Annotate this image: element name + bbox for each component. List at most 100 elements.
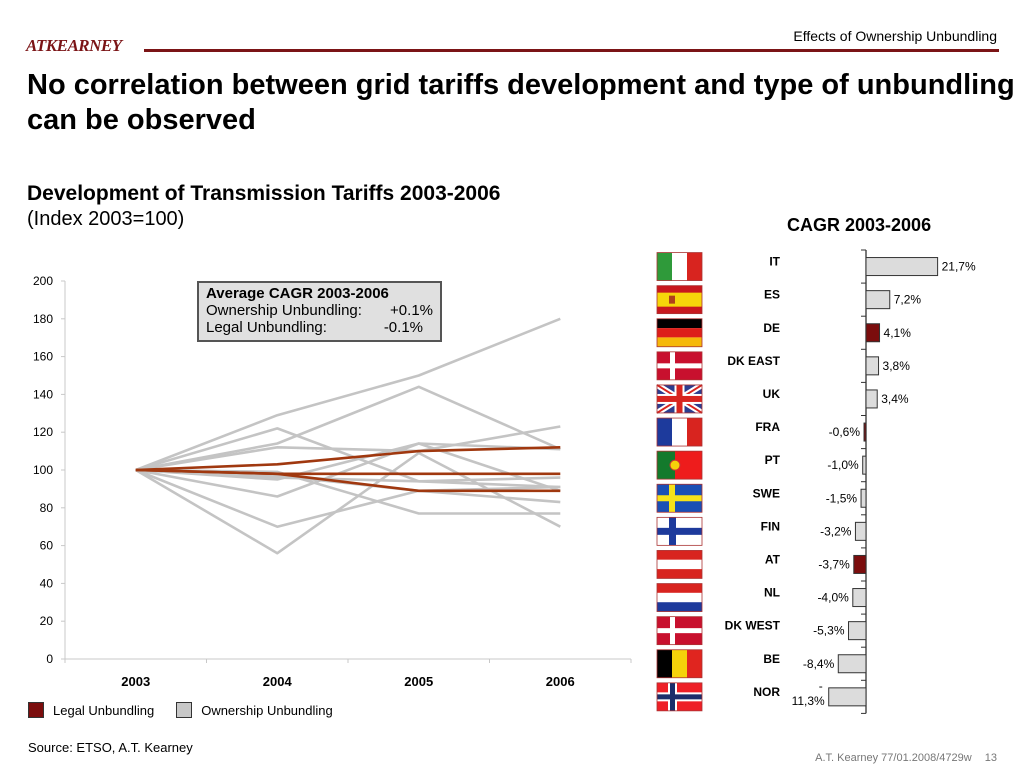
- cagr-bar: [853, 554, 867, 574]
- flag-part: [657, 252, 672, 281]
- flag-border: [656, 351, 703, 381]
- flag-part: [672, 418, 687, 447]
- country-label: IT: [769, 255, 780, 269]
- y-tick-label: 160: [33, 350, 53, 364]
- y-tick-label: 180: [33, 312, 53, 326]
- flag-border: [656, 682, 703, 712]
- flag-part: [657, 337, 702, 347]
- cagr-value-label: -1,0%: [827, 458, 859, 472]
- ownership-unbundling-line: [135, 425, 561, 472]
- cagr-value-label: -1,5%: [826, 491, 858, 505]
- cagr-value-label: -: [819, 679, 823, 693]
- page-number: 13: [984, 752, 997, 764]
- flag-part: [657, 602, 702, 612]
- cagr-bar: [865, 290, 891, 310]
- cagr-bar: [862, 455, 867, 475]
- cagr-bar: [865, 257, 939, 277]
- flag-border: [656, 384, 703, 414]
- flag-border: [656, 649, 703, 679]
- tariff-line-chart: 0 20 40 60 80 100 120 140 160 180 200 2003 2004 2005 2…: [33, 274, 632, 689]
- france-flag: [656, 417, 703, 447]
- callout-value: -0.1%: [383, 319, 423, 336]
- cagr-bar: [865, 356, 880, 376]
- cagr-value-label: 3,8%: [883, 359, 911, 373]
- y-tick-label: 80: [40, 501, 54, 515]
- cagr-value-label: -3,7%: [818, 557, 850, 571]
- callout-value: +0.1%: [390, 302, 433, 319]
- cagr-value-label: -0,6%: [829, 425, 861, 439]
- cagr-bar: [860, 488, 867, 508]
- flag-part: [657, 318, 702, 329]
- country-label: DE: [763, 321, 780, 335]
- denmark-flag: [656, 351, 703, 381]
- legal-unbundling-line: [135, 468, 561, 493]
- cagr-bar: [848, 621, 867, 641]
- finland-flag: [656, 516, 703, 546]
- line-chart-title: Development of Transmission Tariffs 2003…: [27, 182, 501, 205]
- cagr-value-label: 3,4%: [881, 392, 909, 406]
- flag-border: [656, 285, 703, 315]
- legend-swatch-ownership: [176, 702, 193, 718]
- country-label: BE: [763, 652, 780, 666]
- chart-legend: Legal Unbundling Ownership Unbundling: [28, 702, 333, 718]
- country-label: FRA: [755, 420, 780, 434]
- flag-part: [672, 252, 687, 281]
- x-tick-label: 2003: [121, 674, 150, 689]
- country-label: AT: [765, 552, 781, 566]
- spain-flag: [656, 285, 703, 315]
- flag-part: [687, 252, 702, 281]
- bar-chart-title: CAGR 2003-2006: [787, 215, 932, 235]
- flag-part: [672, 649, 687, 678]
- country-label: NOR: [753, 685, 780, 699]
- y-tick-label: 0: [46, 652, 53, 666]
- flag-border: [656, 550, 703, 579]
- uk-flag: [655, 382, 704, 416]
- callout-row-legal: Legal Unbundling: -0.1%: [206, 319, 433, 336]
- belgium-flag: [656, 649, 703, 679]
- flag-border: [656, 516, 703, 546]
- country-label: PT: [765, 453, 781, 467]
- y-tick-label: 100: [33, 463, 53, 477]
- denmark-flag: [656, 616, 703, 646]
- cagr-bar: [837, 654, 867, 674]
- legend-swatch-legal: [28, 702, 44, 718]
- x-tick-label: 2006: [546, 674, 575, 689]
- flag-border: [656, 616, 703, 646]
- germany-flag: [656, 318, 703, 348]
- country-label: UK: [763, 387, 781, 401]
- cagr-value-label: -8,4%: [803, 657, 835, 671]
- cagr-bar: [863, 422, 867, 442]
- footer: A.T. Kearney 77/01.2008/4729w 13: [805, 752, 997, 764]
- cagr-bar: [854, 521, 867, 541]
- ownership-unbundling-line: [135, 442, 561, 498]
- flag-part: [657, 451, 675, 480]
- cagr-value-label: -5,3%: [813, 624, 845, 638]
- header-rule: [144, 49, 999, 52]
- flag-part: [657, 583, 702, 593]
- flag-border: [656, 583, 703, 612]
- ownership-unbundling-line: [135, 427, 561, 489]
- flag-part: [657, 628, 702, 634]
- country-label: FIN: [761, 519, 780, 533]
- flag-part: [669, 295, 675, 304]
- flag-part: [657, 363, 702, 369]
- flag-part: [669, 459, 681, 471]
- country-label: SWE: [753, 486, 780, 500]
- callout-label: Legal Unbundling:: [206, 319, 327, 336]
- flag-border: [656, 318, 703, 348]
- flag-part: [657, 550, 702, 560]
- line-chart-subtitle: (Index 2003=100): [27, 208, 185, 230]
- flag-part: [657, 395, 702, 402]
- legend-label-legal: Legal Unbundling: [53, 702, 155, 718]
- country-label: DK WEST: [725, 619, 781, 633]
- flag-part: [657, 559, 702, 570]
- flag-part: [657, 592, 702, 603]
- flag-part: [657, 418, 672, 447]
- ownership-unbundling-line: [135, 385, 561, 472]
- y-tick-label: 140: [33, 387, 53, 401]
- x-tick-label: 2004: [263, 674, 293, 689]
- flag-border: [656, 417, 703, 447]
- page-title: No correlation between grid tariffs deve…: [27, 69, 1015, 136]
- flag-part: [657, 694, 702, 700]
- netherlands-flag: [656, 583, 703, 612]
